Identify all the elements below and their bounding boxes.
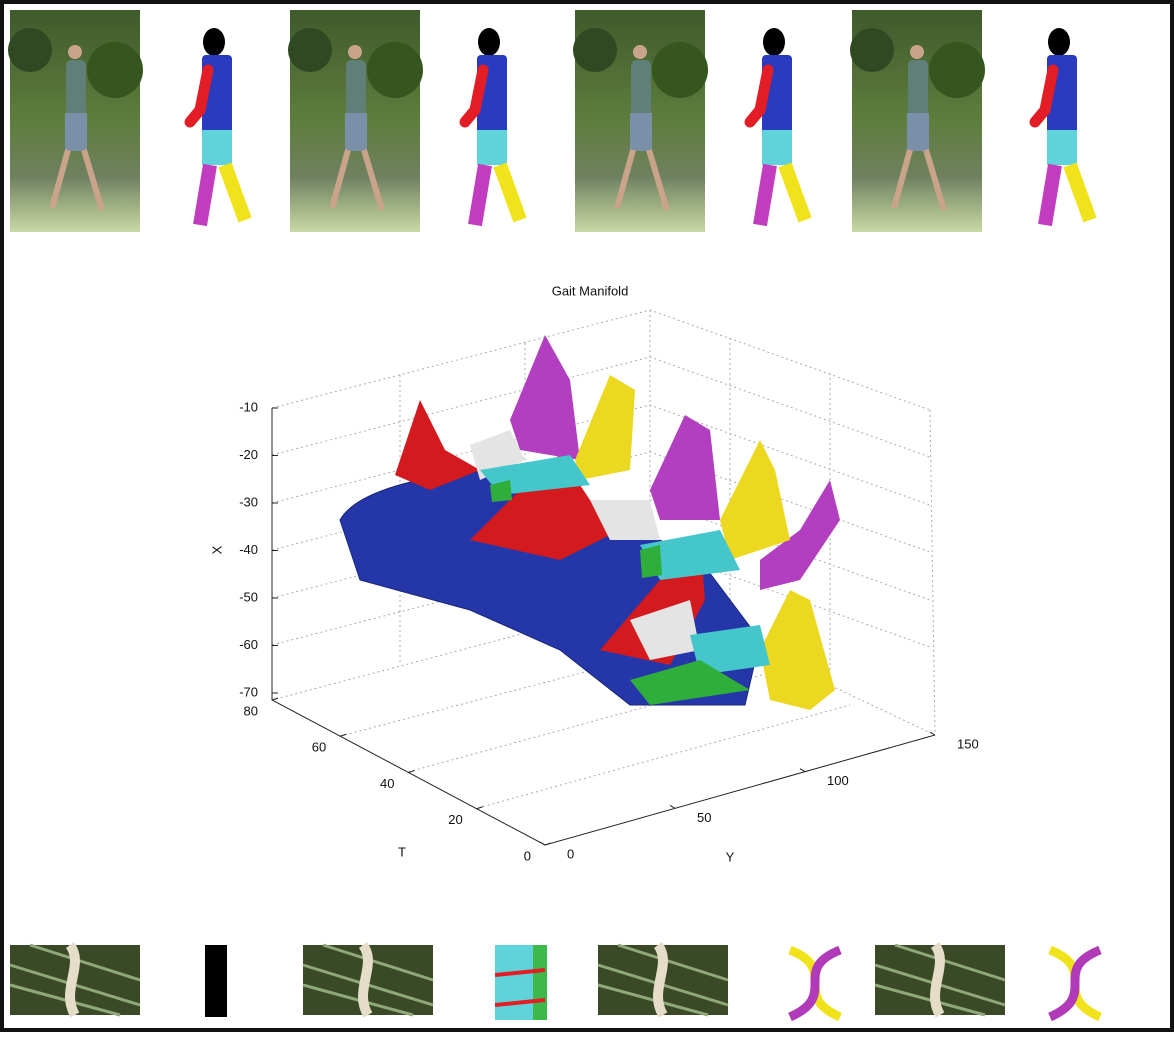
photo-frame bbox=[850, 10, 985, 232]
x-tick-label: -50 bbox=[239, 589, 258, 604]
slice-segmented bbox=[495, 945, 547, 1020]
bottom-slices bbox=[10, 945, 1110, 1020]
slice-photo bbox=[303, 945, 433, 1015]
x-axis-label: X bbox=[209, 545, 224, 554]
y-tick-label: 50 bbox=[697, 810, 711, 825]
x-tick-label: -70 bbox=[239, 684, 258, 699]
y-tick-label: 150 bbox=[957, 736, 979, 751]
x-tick-label: -30 bbox=[239, 494, 258, 509]
T-tick-label: 20 bbox=[448, 812, 462, 827]
T-tick-label: 40 bbox=[380, 776, 394, 791]
T-tick-label: 60 bbox=[312, 740, 326, 755]
y-tick bbox=[670, 805, 675, 808]
segmented-frame bbox=[425, 10, 545, 232]
photo-frame bbox=[573, 10, 708, 232]
y-tick bbox=[540, 842, 545, 845]
t-axis-label: T bbox=[398, 844, 406, 859]
segmented-frame bbox=[150, 10, 270, 232]
slice-crossing bbox=[1040, 945, 1110, 1020]
T-tick-label: 0 bbox=[524, 848, 531, 863]
slice-crossing bbox=[780, 945, 850, 1020]
y-tick bbox=[800, 769, 805, 772]
surface bbox=[340, 335, 840, 710]
slice-photo bbox=[875, 945, 1005, 1015]
segmented-frame bbox=[710, 10, 830, 232]
slice-silhouette bbox=[205, 945, 227, 1017]
x-tick-label: -40 bbox=[239, 542, 258, 557]
photo-frame bbox=[8, 10, 143, 232]
x-tick-label: -10 bbox=[239, 399, 258, 414]
y-tick-label: 100 bbox=[827, 773, 849, 788]
top-frames bbox=[8, 10, 1115, 232]
T-tick-label: 80 bbox=[244, 703, 258, 718]
slice-photo bbox=[598, 945, 728, 1015]
slice-photo bbox=[10, 945, 140, 1015]
x-tick-label: -60 bbox=[239, 637, 258, 652]
photo-frame bbox=[288, 10, 423, 232]
x-tick-label: -20 bbox=[239, 447, 258, 462]
figure: Gait Manifold X T Y -10 -20 -30 -40 -50 -60 -7… bbox=[0, 0, 1174, 1032]
y-tick-label: 0 bbox=[567, 846, 574, 861]
y-axis-label: Y bbox=[726, 849, 735, 864]
segmented-frame bbox=[995, 10, 1115, 232]
plot-title: Gait Manifold bbox=[552, 283, 629, 298]
